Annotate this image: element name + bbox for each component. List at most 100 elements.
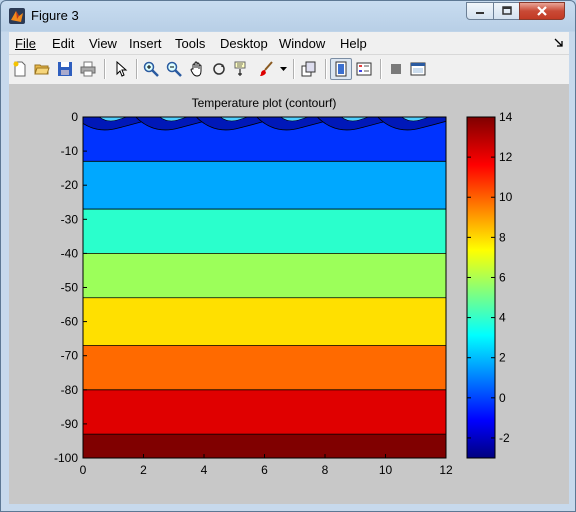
dock-figure-icon[interactable]	[554, 38, 563, 47]
colorbar-tick-label: 10	[499, 190, 513, 204]
insert-legend-button[interactable]	[353, 58, 375, 80]
contour-band	[83, 117, 446, 162]
menu-help[interactable]: Help	[340, 36, 367, 51]
title-bar[interactable]: Figure 3	[1, 1, 575, 31]
arrow-pointer-icon	[116, 61, 128, 77]
save-figure-button[interactable]	[54, 58, 76, 80]
menu-edit[interactable]: Edit	[52, 36, 74, 51]
toolbar-separator	[293, 59, 295, 79]
figure-toolbar	[9, 55, 569, 85]
brush-options-button[interactable]	[277, 58, 289, 80]
contour-figure[interactable]: Temperature plot (contourf) 0 2 4 6 8 10 12 0 -…	[9, 84, 569, 504]
zoom-out-icon	[166, 61, 182, 77]
rotate-3d-button[interactable]	[208, 58, 230, 80]
minimize-icon	[476, 12, 484, 14]
new-figure-button[interactable]	[9, 58, 31, 80]
menu-desktop[interactable]: Desktop	[220, 36, 268, 51]
contour-band	[83, 434, 446, 458]
colorbar-tick-label: 2	[499, 351, 506, 365]
menu-insert[interactable]: Insert	[129, 36, 162, 51]
contour-band	[83, 209, 446, 254]
contour-band	[83, 161, 446, 210]
maximize-icon	[501, 6, 512, 15]
colorbar-axis: 14 12 10 8 6 4 2 0 -2	[467, 110, 513, 445]
edit-plot-button[interactable]	[110, 58, 132, 80]
y-tick-label: -30	[61, 212, 79, 226]
hide-plot-tools-button[interactable]	[330, 58, 352, 80]
maximize-button[interactable]	[493, 2, 520, 20]
colorbar-tick-label: 14	[499, 110, 513, 124]
matlab-logo-icon	[9, 8, 25, 24]
y-tick-label: -40	[61, 246, 79, 260]
hand-pan-icon	[190, 61, 202, 77]
x-tick-label: 8	[322, 463, 329, 477]
menu-view[interactable]: View	[89, 36, 117, 51]
toolbar-separator	[380, 59, 382, 79]
menu-view-label: View	[89, 36, 117, 51]
link-plot-button[interactable]	[298, 58, 320, 80]
hide-tools-icon	[391, 64, 401, 74]
close-button[interactable]	[519, 2, 565, 20]
x-tick-label: 2	[140, 463, 147, 477]
x-tick-label: 0	[80, 463, 87, 477]
x-axis: 0 2 4 6 8 10 12	[80, 454, 453, 477]
print-figure-button[interactable]	[77, 58, 99, 80]
menu-file[interactable]: File	[15, 36, 36, 51]
toolbar-separator	[104, 59, 106, 79]
brush-button[interactable]	[255, 58, 277, 80]
menu-tools[interactable]: Tools	[175, 36, 205, 51]
colorbar-tick-label: 4	[499, 311, 506, 325]
hide-plot-tools-toggle[interactable]	[385, 58, 407, 80]
zoom-out-button[interactable]	[163, 58, 185, 80]
y-tick-label: -50	[61, 281, 79, 295]
colorbar-tick-label: 6	[499, 270, 506, 284]
colorbar-tick-label: 12	[499, 150, 513, 164]
zoom-in-icon	[143, 61, 159, 77]
menu-insert-label: Insert	[129, 36, 162, 51]
y-tick-label: -20	[61, 178, 79, 192]
x-tick-label: 4	[201, 463, 208, 477]
new-document-icon	[13, 61, 26, 77]
close-icon	[537, 6, 547, 16]
chevron-down-icon	[279, 66, 287, 71]
contour-pocket	[377, 117, 446, 131]
y-tick-label: -70	[61, 349, 79, 363]
folder-icon	[34, 64, 50, 75]
pan-button[interactable]	[186, 58, 208, 80]
menu-help-label: Help	[340, 36, 367, 51]
rotate-3d-icon	[213, 63, 225, 75]
brush-icon	[260, 61, 273, 76]
menu-tools-label: Tools	[175, 36, 206, 51]
menu-edit-label: Edit	[52, 36, 75, 51]
toolbar-separator	[325, 59, 327, 79]
colorbar-tick-label: 0	[499, 391, 506, 405]
contour-band	[83, 389, 446, 435]
menu-window-label: Window	[279, 36, 326, 51]
data-cursor-icon	[234, 61, 246, 76]
window-title: Figure 3	[31, 8, 79, 23]
x-tick-label: 12	[439, 463, 453, 477]
contour-band	[83, 253, 446, 298]
y-tick-label: -60	[61, 315, 79, 329]
menu-file-label: File	[15, 36, 36, 51]
colorbar-tick-label: -2	[499, 431, 510, 445]
contour-band	[83, 297, 446, 346]
figure-canvas: Temperature plot (contourf) 0 2 4 6 8 10 12 0 -…	[9, 84, 569, 504]
y-axis: 0 -10 -20 -30 -40 -50 -60 -70 -80 -90 -100	[54, 110, 87, 465]
x-tick-label: 6	[261, 463, 268, 477]
y-tick-label: 0	[71, 110, 78, 124]
y-tick-label: -90	[61, 417, 79, 431]
zoom-in-button[interactable]	[140, 58, 162, 80]
minimize-button[interactable]	[466, 2, 494, 20]
colorbar[interactable]	[466, 116, 496, 459]
data-cursor-button[interactable]	[231, 58, 253, 80]
y-tick-label: -80	[61, 383, 79, 397]
plot-title: Temperature plot (contourf)	[192, 96, 337, 110]
colorbar-icon	[335, 61, 347, 77]
open-file-button[interactable]	[31, 58, 53, 80]
contour-band	[83, 345, 446, 390]
show-plot-tools-button[interactable]	[407, 58, 429, 80]
menu-window[interactable]: Window	[279, 36, 325, 51]
toolbar-separator	[136, 59, 138, 79]
